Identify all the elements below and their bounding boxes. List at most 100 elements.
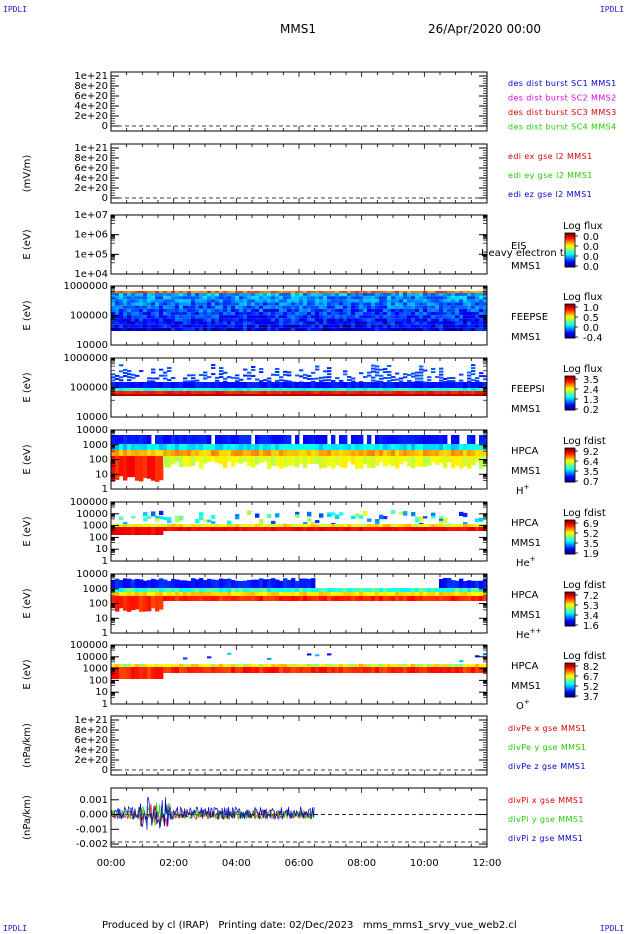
heatmap-cell	[155, 435, 160, 444]
heatmap-cell	[391, 667, 396, 673]
heatmap-cell	[163, 308, 168, 312]
heatmap-cell	[111, 376, 116, 379]
heatmap-cell	[179, 293, 184, 297]
heatmap-cell	[127, 596, 132, 612]
heatmap-cell	[355, 456, 360, 469]
heatmap-cell	[343, 527, 348, 531]
heatmap-cell	[187, 592, 192, 596]
y-tick-label: 1	[102, 556, 108, 567]
heatmap-cell	[395, 299, 400, 303]
heatmap-cell	[335, 388, 340, 391]
heatmap-cell	[431, 324, 436, 328]
colorbar-cell	[565, 594, 575, 596]
heatmap-cell	[239, 444, 244, 450]
heatmap-cell	[195, 664, 200, 667]
heatmap-cell	[175, 305, 180, 309]
heatmap-cell	[387, 373, 392, 376]
heatmap-cell	[127, 373, 132, 376]
y-axis-label: E (eV)	[22, 444, 33, 474]
heatmap-cell	[215, 444, 220, 450]
heatmap-cell	[171, 327, 176, 331]
heatmap-cell	[431, 371, 436, 374]
y-tick-label: 1000	[83, 521, 108, 532]
heatmap-cell	[347, 596, 352, 601]
heatmap-cell	[159, 318, 164, 322]
heatmap-cell	[399, 511, 404, 515]
heatmap-cell	[427, 318, 432, 322]
colorbar-cell	[565, 457, 575, 459]
heatmap-cell	[451, 450, 456, 456]
heatmap-cell	[199, 524, 204, 527]
heatmap-cell	[315, 664, 320, 667]
heatmap-cell	[399, 312, 404, 316]
heatmap-cell	[151, 382, 156, 388]
heatmap-cell	[127, 524, 132, 527]
heatmap-cell	[287, 388, 292, 391]
heatmap-cell	[291, 588, 296, 592]
heatmap-cell	[447, 391, 452, 394]
heatmap-cell	[215, 305, 220, 309]
heatmap-cell	[135, 435, 140, 444]
heatmap-cell	[347, 667, 352, 673]
heatmap-cell	[311, 578, 316, 588]
heatmap-cell	[195, 588, 200, 592]
colorbar-cell	[565, 674, 575, 676]
colorbar-cell	[565, 619, 575, 621]
heatmap-cell	[315, 527, 320, 531]
heatmap-cell	[267, 327, 272, 331]
heatmap-cell	[247, 305, 252, 309]
heatmap-cell	[447, 296, 452, 300]
heatmap-cell	[203, 291, 208, 293]
heatmap-cell	[423, 596, 428, 601]
heatmap-cell	[155, 450, 160, 456]
heatmap-cell	[275, 291, 280, 293]
heatmap-cell	[295, 391, 300, 394]
heatmap-cell	[343, 373, 348, 376]
heatmap-cell	[119, 664, 124, 667]
heatmap-cell	[467, 305, 472, 309]
heatmap-cell	[167, 456, 172, 468]
heatmap-cell	[171, 382, 176, 388]
heatmap-cell	[423, 296, 428, 300]
heatmap-cell	[331, 380, 336, 383]
colorbar-title: Log fdist	[563, 580, 606, 591]
heatmap-cell	[375, 296, 380, 300]
heatmap-cell	[203, 588, 208, 592]
heatmap-cell	[335, 327, 340, 331]
heatmap-cell	[247, 324, 252, 328]
heatmap-cell	[359, 372, 364, 375]
heatmap-cell	[395, 293, 400, 297]
heatmap-cell	[395, 318, 400, 322]
heatmap-cell	[255, 579, 260, 588]
heatmap-cell	[143, 324, 148, 328]
heatmap-cell	[219, 592, 224, 596]
heatmap-cell	[319, 513, 324, 518]
heatmap-cell	[311, 318, 316, 322]
heatmap-cell	[111, 596, 116, 609]
heatmap-cell	[271, 291, 276, 293]
heatmap-cell	[239, 435, 244, 444]
heatmap-cell	[139, 592, 144, 596]
heatmap-cell	[271, 299, 276, 303]
heatmap-cell	[119, 450, 124, 456]
heatmap-cell	[395, 664, 400, 667]
heatmap-cell	[443, 517, 448, 523]
heatmap-cell	[387, 664, 392, 667]
heatmap-cell	[435, 324, 440, 328]
heatmap-cell	[379, 324, 384, 328]
heatmap-cell	[419, 435, 424, 444]
colorbar-cell	[565, 256, 575, 259]
heatmap-cell	[159, 312, 164, 316]
heatmap-cell	[219, 588, 224, 592]
heatmap-cell	[143, 305, 148, 309]
colorbar-cell	[565, 458, 575, 460]
heatmap-cell	[403, 511, 408, 516]
heatmap-cell	[135, 588, 140, 592]
heatmap-cell	[259, 456, 264, 463]
heatmap-cell	[191, 667, 196, 673]
heatmap-cell	[475, 388, 480, 391]
heatmap-cell	[443, 299, 448, 303]
colorbar-cell	[565, 530, 575, 532]
heatmap-cell	[231, 291, 236, 293]
